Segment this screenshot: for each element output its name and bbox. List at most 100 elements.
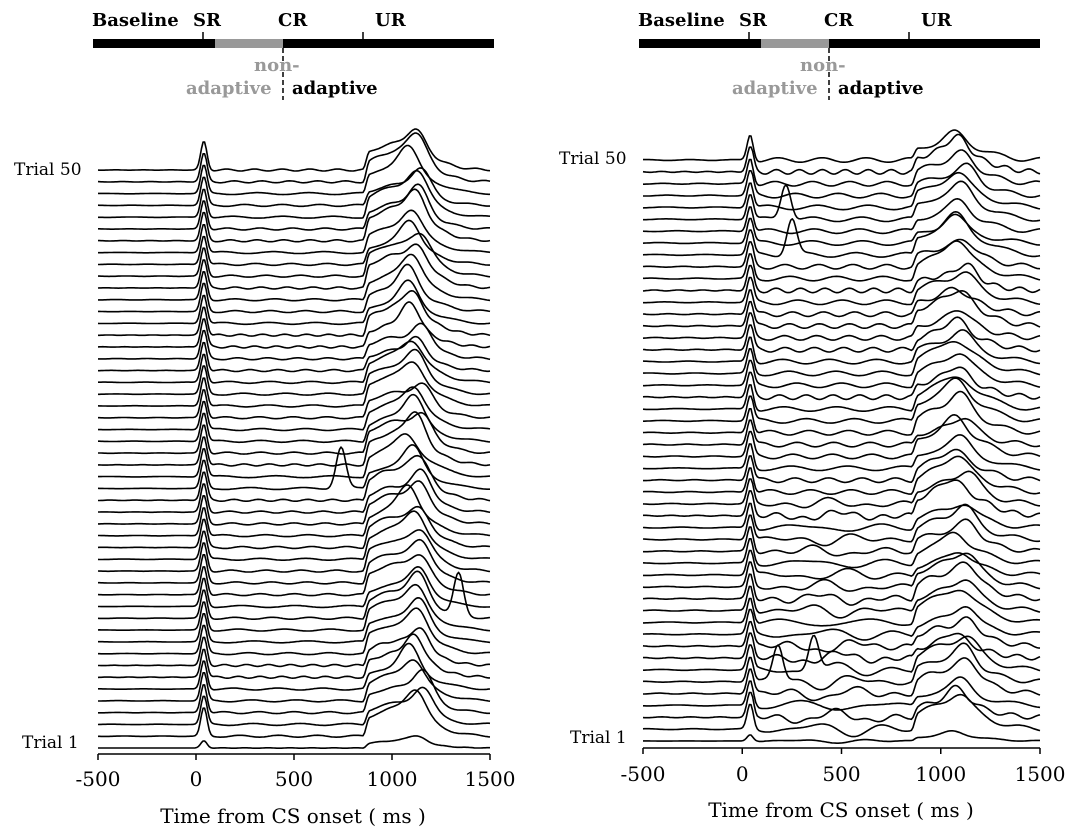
trial-trace-46 (98, 169, 491, 219)
trial-trace-22 (642, 455, 1041, 495)
trial-trace-36 (98, 290, 491, 337)
trial-trace-45 (643, 180, 1041, 223)
trial-trace-30 (642, 366, 1041, 401)
x-axis: -500 0 500 1000 1500 (76, 753, 516, 791)
trial-trace-5 (98, 659, 491, 703)
trial-trace-33 (98, 335, 491, 373)
trial-trace-49 (642, 133, 1041, 175)
nonadaptive-label-line1: non- (254, 55, 300, 76)
trial-trace-39 (98, 253, 491, 302)
trial-trace-20 (98, 480, 491, 526)
nonadaptive-label-line1: non- (800, 55, 846, 76)
x-tick-label-1500: 1500 (465, 767, 516, 791)
trial-trace-3 (642, 684, 1041, 724)
trial-trace-12 (97, 570, 491, 620)
trial-trace-49 (97, 132, 491, 184)
trial-trace-2 (98, 689, 491, 738)
trial-trace-16 (642, 531, 1041, 569)
trial-trace-1 (643, 730, 1040, 744)
trial-trace-15 (98, 538, 491, 585)
trial-trace-12 (642, 579, 1041, 619)
trial-trace-22 (98, 454, 491, 502)
trial-trace-11 (643, 589, 1041, 627)
trial-trace-25 (642, 414, 1041, 460)
trial-trace-8 (98, 627, 490, 668)
trial-trace-21 (98, 468, 491, 514)
phase-bar-black-end (283, 39, 494, 48)
trial-trace-4 (643, 676, 1041, 711)
phase-bar: Baseline SR CR UR non- adaptive adaptive (92, 10, 494, 100)
trial-trace-11 (97, 583, 491, 632)
x-tick-label-0: 0 (736, 762, 749, 786)
trial-trace-32 (643, 341, 1041, 377)
trial-trace-47 (643, 162, 1041, 199)
trial-trace-36 (642, 290, 1041, 329)
trial-trace-37 (97, 279, 491, 326)
phase-bar-grey-nonadaptive (761, 39, 829, 48)
trial-trace-9 (642, 616, 1041, 653)
trial-trace-31 (98, 348, 491, 396)
adaptive-label: adaptive (838, 78, 924, 99)
trial-trace-19 (98, 484, 491, 538)
trial-trace-50 (97, 128, 491, 172)
y-label-trial-first: Trial 1 (22, 733, 79, 753)
trial-trace-43 (642, 213, 1041, 246)
trial-trace-7 (643, 634, 1041, 677)
phase-label-sr: SR (739, 10, 768, 31)
x-tick-label--500: -500 (621, 762, 666, 786)
trial-trace-48 (643, 149, 1041, 187)
nonadaptive-label-line2: adaptive (732, 78, 818, 99)
phase-label-cr: CR (278, 10, 308, 31)
trial-trace-45 (98, 183, 490, 231)
trial-trace-44 (98, 188, 491, 243)
phase-bar-black-end (829, 39, 1040, 48)
trial-trace-32 (98, 340, 491, 385)
trial-trace-27 (98, 393, 491, 444)
x-axis: -500 0 500 1000 1500 (621, 747, 1065, 786)
trial-trace-31 (643, 353, 1041, 389)
trial-trace-43 (98, 209, 491, 255)
trial-trace-13 (642, 561, 1041, 606)
trial-trace-44 (642, 198, 1041, 235)
trial-trace-34 (642, 316, 1041, 353)
phase-label-cr: CR (824, 10, 854, 31)
trial-trace-48 (98, 144, 490, 196)
trial-trace-2 (642, 693, 1041, 738)
trial-trace-20 (643, 479, 1041, 521)
trial-trace-25 (98, 411, 491, 467)
phase-bar-grey-nonadaptive (215, 39, 283, 48)
trial-trace-41 (98, 232, 491, 278)
right-panel: Baseline SR CR UR non- adaptive adaptive… (559, 10, 1065, 822)
trial-trace-41 (642, 238, 1041, 270)
phase-label-ur: UR (921, 10, 953, 31)
trial-trace-27 (642, 390, 1041, 436)
phase-bar-black-start (639, 39, 761, 48)
phase-label-ur: UR (375, 10, 407, 31)
trial-trace-42 (642, 211, 1041, 258)
trial-trace-38 (643, 271, 1041, 306)
trial-trace-10 (98, 597, 491, 644)
trial-trace-33 (642, 329, 1041, 365)
trial-trace-38 (98, 263, 491, 314)
trial-trace-23 (97, 444, 490, 491)
y-label-trial-last: Trial 50 (14, 160, 82, 180)
trial-trace-17 (643, 518, 1041, 557)
trial-trace-40 (643, 240, 1041, 282)
y-label-trial-last: Trial 50 (559, 149, 627, 169)
trial-trace-3 (97, 686, 491, 727)
trial-trace-18 (97, 505, 491, 550)
phase-label-sr: SR (193, 10, 222, 31)
trial-trace-19 (642, 502, 1041, 532)
trial-trace-47 (97, 167, 490, 208)
x-tick-label-500: 500 (822, 762, 860, 786)
trial-trace-24 (98, 433, 491, 479)
trial-trace-9 (98, 607, 490, 656)
trial-trace-29 (642, 376, 1041, 412)
y-label-trial-first: Trial 1 (570, 728, 627, 748)
trial-trace-8 (643, 632, 1041, 664)
x-tick-label-500: 500 (275, 767, 313, 791)
trial-trace-39 (642, 262, 1041, 294)
trial-trace-16 (97, 529, 491, 573)
trial-trace-26 (98, 411, 491, 455)
